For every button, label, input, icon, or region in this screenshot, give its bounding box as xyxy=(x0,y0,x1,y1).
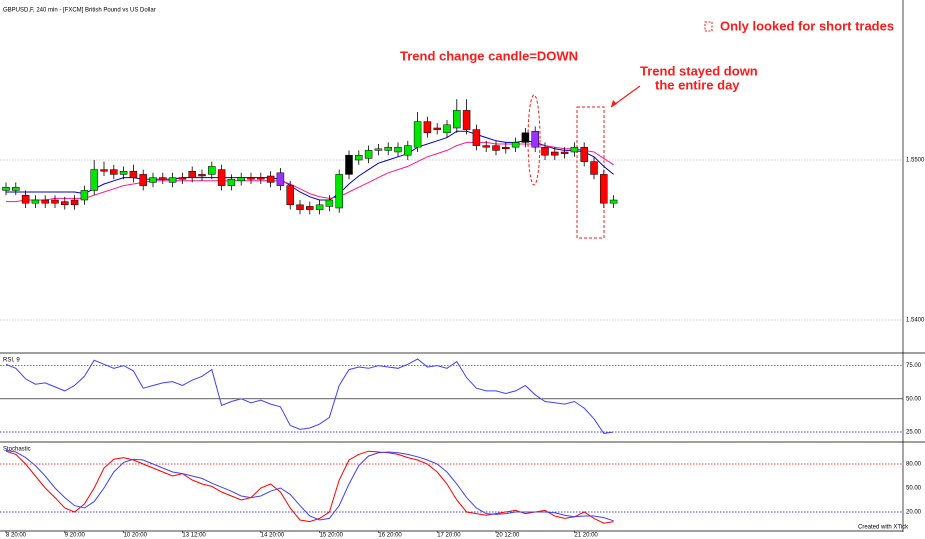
candle-body xyxy=(443,124,451,134)
candle-body xyxy=(188,170,196,178)
candle-body xyxy=(315,204,324,210)
candle-body xyxy=(590,161,598,175)
candle-body xyxy=(198,174,206,177)
candle-body xyxy=(296,204,304,210)
candle-body xyxy=(609,199,618,204)
candle-body xyxy=(541,146,549,156)
x-tick-label: 20 12:00 xyxy=(496,533,520,539)
candle-body xyxy=(492,145,500,151)
annotation: Trend stayed down xyxy=(640,63,758,78)
arrow-head xyxy=(611,100,617,107)
candle-body xyxy=(325,199,334,207)
candle-body xyxy=(570,146,579,153)
candle-body xyxy=(580,146,588,162)
y-tick-label: 25.00 xyxy=(906,430,922,436)
candle-body xyxy=(110,169,118,175)
candle-body xyxy=(208,166,216,175)
candle-body xyxy=(276,172,285,186)
watermark: Created with XTick xyxy=(858,525,909,531)
symbol-title: GBPUSD,F, 240 min - [FXCM] British Pound… xyxy=(3,8,156,14)
candle-body xyxy=(600,174,608,204)
candle-body xyxy=(551,151,559,156)
candle-body xyxy=(521,132,530,143)
candle-body xyxy=(413,121,422,148)
annotation: Only looked for short trades xyxy=(720,18,894,33)
candle-body xyxy=(482,145,490,148)
y-tick-label: 1.5500 xyxy=(906,158,925,164)
indicator-line xyxy=(5,450,614,524)
candle-body xyxy=(178,177,187,180)
candle-body xyxy=(2,186,10,191)
candle-body xyxy=(119,170,128,175)
candle-body xyxy=(502,146,510,150)
candle-body xyxy=(21,194,30,204)
y-tick-label: 50.00 xyxy=(906,396,922,402)
candle-body xyxy=(31,199,40,204)
panel-title: Stochastic xyxy=(3,447,31,453)
indicator-line xyxy=(5,358,614,434)
y-tick-label: 50.00 xyxy=(906,486,922,492)
candle-body xyxy=(335,174,343,209)
candle-body xyxy=(139,174,147,186)
candle-body xyxy=(531,130,539,148)
candle-body xyxy=(374,148,383,151)
candle-body xyxy=(247,177,255,180)
candle-body xyxy=(423,121,432,134)
candle-body xyxy=(462,110,471,130)
candle-body xyxy=(61,201,69,206)
candle-body xyxy=(159,177,167,180)
candle-body xyxy=(453,110,461,129)
candle-body xyxy=(129,170,138,178)
annotation: the entire day xyxy=(655,77,740,92)
panel-title: RSI, 9 xyxy=(3,358,20,364)
candle-body xyxy=(80,190,89,201)
x-tick-label: 14 20:00 xyxy=(261,533,285,539)
candle-body xyxy=(41,199,49,204)
candle-body xyxy=(257,177,265,180)
candle-body xyxy=(227,178,236,186)
x-tick-label: 17 20:00 xyxy=(437,533,461,539)
candle-body xyxy=(345,154,353,175)
x-tick-label: 9 20:00 xyxy=(65,533,86,539)
candle-body xyxy=(384,146,392,151)
candle-body xyxy=(70,199,79,206)
candle-body xyxy=(364,150,373,159)
candle-body xyxy=(51,199,59,204)
candle-body xyxy=(394,146,402,153)
candle-body xyxy=(237,177,245,182)
x-tick-label: 8 20:00 xyxy=(6,533,27,539)
y-tick-label: 75.00 xyxy=(906,363,922,369)
candle-body xyxy=(286,185,294,206)
candle-body xyxy=(168,177,177,183)
x-tick-label: 16 20:00 xyxy=(378,533,402,539)
annotation: Trend change candle=DOWN xyxy=(400,48,578,63)
x-tick-label: 21 20:00 xyxy=(574,533,598,539)
candle-body xyxy=(90,169,98,191)
candle-body xyxy=(511,142,520,148)
x-tick-label: 10 20:00 xyxy=(124,533,148,539)
y-tick-label: 80.00 xyxy=(906,462,922,468)
indicator-line xyxy=(5,449,614,522)
candle-body xyxy=(266,175,275,183)
candle-body xyxy=(100,169,108,172)
candle-body xyxy=(217,169,226,186)
candle-body xyxy=(12,186,20,191)
candle-body xyxy=(149,177,157,183)
candle-body xyxy=(433,127,441,130)
y-tick-label: 1.5400 xyxy=(906,318,925,324)
candle-body xyxy=(472,129,481,146)
x-tick-label: 15 20:00 xyxy=(320,533,344,539)
legend-icon xyxy=(704,21,713,32)
candle-body xyxy=(355,154,363,161)
candle-body xyxy=(404,145,412,156)
candle-body xyxy=(306,206,314,210)
y-tick-label: 20.00 xyxy=(906,510,922,516)
candle-body xyxy=(560,151,569,154)
x-tick-label: 13 12:00 xyxy=(182,533,206,539)
